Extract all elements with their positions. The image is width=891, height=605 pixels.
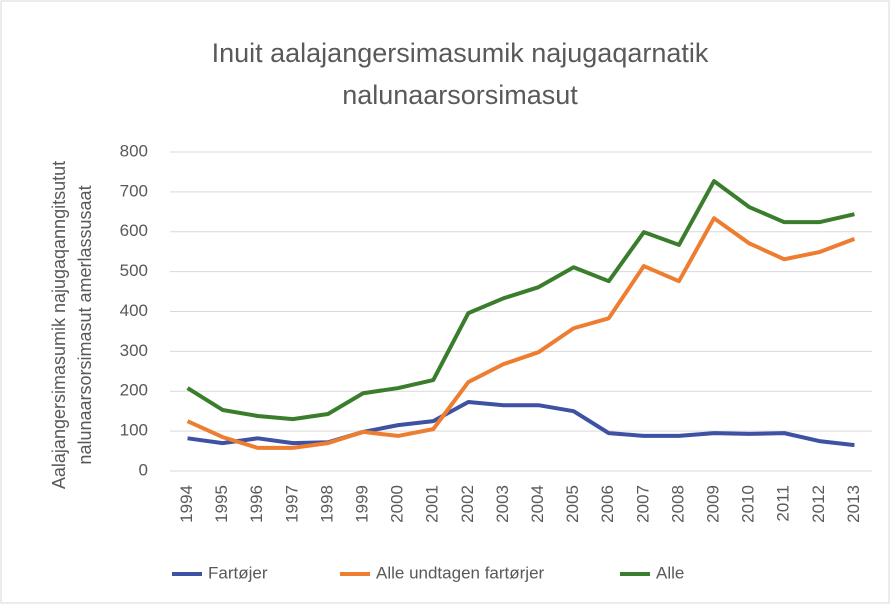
y-tick-label: 100 [120, 421, 148, 440]
y-tick-label: 700 [120, 181, 148, 200]
legend-label: Alle [656, 563, 684, 582]
chart-title: nalunaarsorsimasut [342, 80, 578, 110]
y-tick-label: 300 [120, 341, 148, 360]
y-tick-label: 0 [139, 460, 148, 479]
y-axis-label: nalunaarsorsimasut amerlassusaat [75, 185, 95, 464]
y-axis-label: Aalajangersimasumik najugaqanngitsutut [49, 161, 69, 489]
x-tick-label: 2003 [493, 485, 512, 523]
y-tick-label: 200 [120, 381, 148, 400]
x-tick-label: 1997 [282, 485, 301, 523]
legend-label: Fartøjer [208, 563, 268, 582]
x-tick-label: 2006 [598, 485, 617, 523]
x-tick-label: 1999 [353, 485, 372, 523]
x-tick-label: 2005 [563, 485, 582, 523]
y-tick-label: 600 [120, 221, 148, 240]
x-tick-label: 2000 [388, 485, 407, 523]
data-line [187, 400, 855, 448]
x-tick-label: 1995 [212, 485, 231, 523]
y-tick-label: 800 [120, 141, 148, 160]
y-tick-label: 400 [120, 301, 148, 320]
x-tick-label: 1998 [317, 485, 336, 523]
x-tick-label: 1996 [247, 485, 266, 523]
x-tick-label: 2011 [774, 485, 793, 522]
x-tick-label: 2012 [809, 485, 828, 523]
x-tick-label: 1994 [177, 485, 196, 523]
x-tick-label: 2007 [633, 485, 652, 523]
x-tick-label: 2004 [528, 485, 547, 523]
x-tick-label: 2002 [458, 485, 477, 523]
legend-label: Alle undtagen fartørjer [376, 563, 545, 582]
x-tick-label: 2013 [844, 485, 863, 523]
x-tick-label: 2008 [668, 485, 687, 523]
x-tick-label: 2010 [739, 485, 758, 523]
data-line [186, 179, 855, 422]
chart-title: Inuit aalajangersimasumik najugaqarnatik [212, 38, 709, 68]
x-tick-label: 2009 [704, 485, 723, 523]
data-line [186, 216, 856, 450]
x-tick-label: 2001 [423, 485, 442, 523]
y-tick-label: 500 [120, 261, 148, 280]
